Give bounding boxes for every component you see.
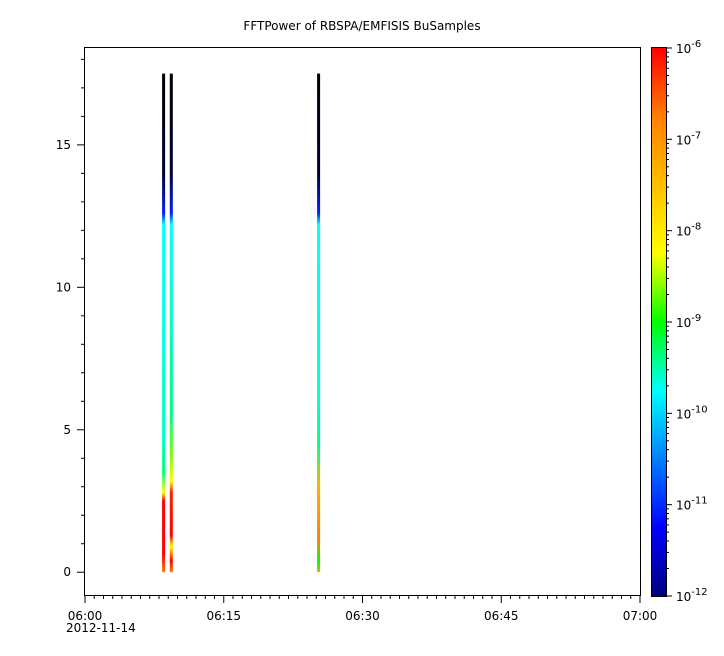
colorbar-tick-label: 10-12 (676, 587, 708, 604)
chart-title: FFTPower of RBSPA/EMFISIS BuSamples (243, 19, 480, 33)
y-tick-label: 0 (63, 565, 71, 579)
colorbar-tick-label: 10-11 (676, 496, 708, 513)
x-tick-label: 06:30 (345, 609, 380, 623)
y-tick-label: 10 (56, 280, 71, 294)
spectrum-column (162, 73, 166, 573)
y-tick-label: 15 (56, 138, 71, 152)
colorbar-tick-label: 10-6 (676, 39, 701, 56)
x-tick-label: 06:00 (68, 609, 103, 623)
x-tick-label: 07:00 (623, 609, 658, 623)
spectrum-column (317, 73, 321, 573)
plot-area (84, 47, 641, 596)
x-axis: 06:00 06:15 06:30 06:45 07:00 (68, 595, 658, 623)
colorbar-tick-label: 10-9 (676, 313, 701, 330)
x-date-label: 2012-11-14 (66, 621, 136, 635)
colorbar-axis: 10-12 10-11 10-10 10-9 10-8 10-7 10-6 (666, 39, 708, 604)
data-layer (162, 73, 321, 573)
colorbar-tick-label: 10-7 (676, 130, 701, 147)
y-tick-label: 5 (63, 423, 71, 437)
colorbar-tick-label: 10-8 (676, 222, 701, 239)
colorbar-tick-label: 10-10 (676, 404, 708, 421)
x-tick-label: 06:45 (484, 609, 519, 623)
y-axis: 0 5 10 15 (56, 58, 85, 579)
colorbar (652, 48, 666, 596)
x-tick-label: 06:15 (206, 609, 241, 623)
spectrum-column (169, 73, 173, 573)
